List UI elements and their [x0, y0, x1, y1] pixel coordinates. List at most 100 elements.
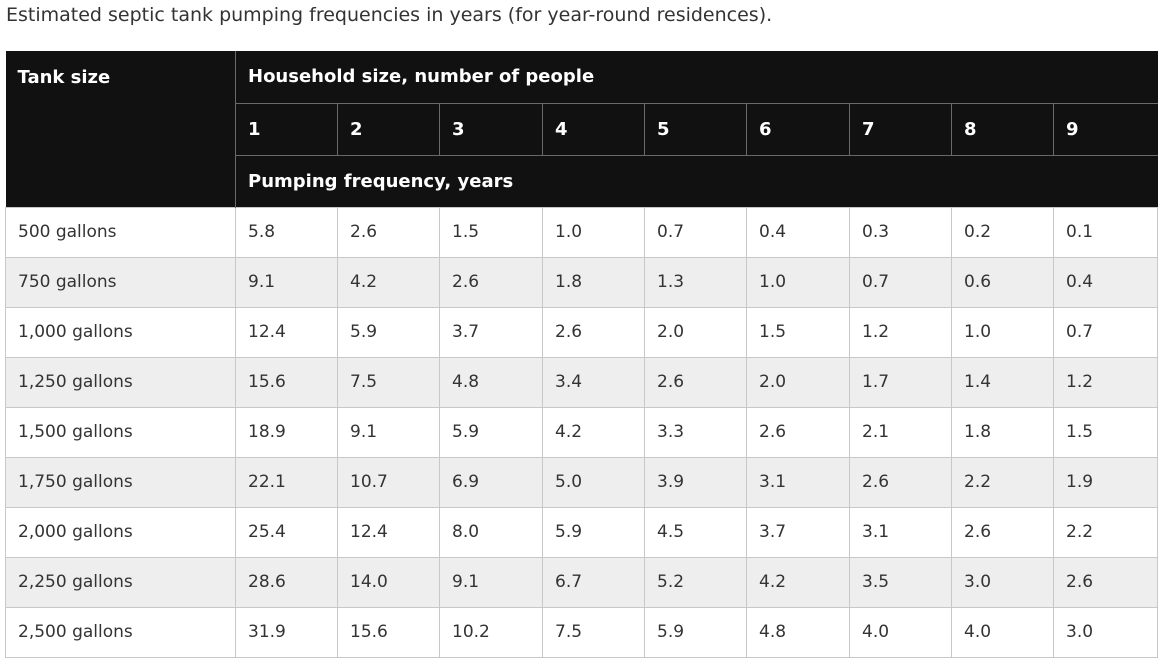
frequency-cell: 9.1: [235, 256, 338, 308]
frequency-cell: 2.2: [951, 456, 1054, 508]
frequency-cell: 12.4: [235, 306, 338, 358]
frequency-cell: 1.0: [542, 206, 645, 258]
household-size-2-header: 2: [337, 102, 440, 155]
frequency-cell: 7.5: [337, 356, 440, 408]
frequency-cell: 6.9: [439, 456, 543, 508]
tank-size-cell: 1,500 gallons: [5, 406, 236, 458]
tank-size-cell: 1,250 gallons: [5, 356, 236, 408]
frequency-cell: 1.8: [542, 256, 645, 308]
frequency-cell: 15.6: [337, 606, 440, 658]
frequency-cell: 5.2: [644, 556, 747, 608]
frequency-cell: 14.0: [337, 556, 440, 608]
frequency-cell: 5.9: [644, 606, 747, 658]
frequency-cell: 28.6: [235, 556, 338, 608]
household-size-7-header: 7: [849, 102, 952, 155]
frequency-cell: 1.2: [1052, 356, 1159, 408]
table-header: Tank size Household size, number of peop…: [5, 51, 1158, 207]
household-size-4-header: 4: [542, 102, 645, 155]
frequency-cell: 1.0: [951, 306, 1054, 358]
frequency-cell: 3.0: [951, 556, 1054, 608]
frequency-cell: 0.4: [1052, 256, 1159, 308]
frequency-cell: 9.1: [439, 556, 543, 608]
pumping-frequency-table: Tank size Household size, number of peop…: [5, 51, 1159, 658]
frequency-cell: 4.2: [337, 256, 440, 308]
frequency-cell: 10.2: [439, 606, 543, 658]
frequency-cell: 5.9: [439, 406, 543, 458]
frequency-cell: 3.7: [746, 506, 850, 558]
frequency-cell: 2.6: [951, 506, 1054, 558]
frequency-cell: 0.1: [1052, 206, 1159, 258]
frequency-cell: 4.8: [746, 606, 850, 658]
frequency-cell: 1.5: [439, 206, 543, 258]
frequency-cell: 25.4: [235, 506, 338, 558]
frequency-cell: 1.5: [746, 306, 850, 358]
frequency-cell: 31.9: [235, 606, 338, 658]
frequency-cell: 4.0: [951, 606, 1054, 658]
tank-size-header: Tank size: [5, 51, 236, 207]
table-row: 1,750 gallons 22.1 10.7 6.9 5.0 3.9 3.1 2.6 2.2 1…: [5, 456, 1159, 508]
frequency-cell: 2.6: [542, 306, 645, 358]
table-row: 1,000 gallons 12.4 5.9 3.7 2.6 2.0 1.5 1.2 1.0 0.…: [5, 306, 1159, 358]
frequency-cell: 4.2: [542, 406, 645, 458]
frequency-cell: 2.6: [644, 356, 747, 408]
frequency-cell: 0.6: [951, 256, 1054, 308]
frequency-cell: 0.2: [951, 206, 1054, 258]
household-size-1-header: 1: [235, 102, 338, 155]
frequency-cell: 12.4: [337, 506, 440, 558]
household-size-3-header: 3: [439, 102, 543, 155]
household-size-header: Household size, number of people: [234, 51, 1158, 103]
header-row-subtitle: Pumping frequency, years: [6, 154, 1158, 207]
frequency-cell: 6.7: [542, 556, 645, 608]
frequency-cell: 2.6: [439, 256, 543, 308]
frequency-cell: 4.5: [644, 506, 747, 558]
frequency-cell: 2.6: [1052, 556, 1159, 608]
frequency-cell: 4.0: [849, 606, 952, 658]
frequency-cell: 2.1: [849, 406, 952, 458]
frequency-cell: 15.6: [235, 356, 338, 408]
tank-size-cell: 2,500 gallons: [5, 606, 236, 658]
frequency-cell: 8.0: [439, 506, 543, 558]
frequency-cell: 22.1: [235, 456, 338, 508]
frequency-cell: 1.5: [1052, 406, 1159, 458]
table-row: 2,000 gallons 25.4 12.4 8.0 5.9 4.5 3.7 3.1 2.6 2…: [5, 506, 1159, 558]
frequency-cell: 3.7: [439, 306, 543, 358]
frequency-cell: 5.9: [542, 506, 645, 558]
frequency-cell: 1.9: [1052, 456, 1159, 508]
header-row-group: Tank size Household size, number of peop…: [5, 51, 1158, 207]
frequency-cell: 2.6: [337, 206, 440, 258]
table-row: 500 gallons 5.8 2.6 1.5 1.0 0.7 0.4 0.3 0.2 0.1: [5, 206, 1159, 258]
frequency-cell: 2.6: [746, 406, 850, 458]
table-row: 1,250 gallons 15.6 7.5 4.8 3.4 2.6 2.0 1.7 1.4 1.…: [5, 356, 1159, 408]
tank-size-cell: 2,000 gallons: [5, 506, 236, 558]
tank-size-cell: 2,250 gallons: [5, 556, 236, 608]
frequency-cell: 1.2: [849, 306, 952, 358]
frequency-cell: 2.0: [644, 306, 747, 358]
tank-size-cell: 500 gallons: [5, 206, 236, 258]
frequency-cell: 3.1: [746, 456, 850, 508]
frequency-cell: 2.2: [1052, 506, 1159, 558]
frequency-cell: 0.7: [1052, 306, 1159, 358]
frequency-cell: 1.4: [951, 356, 1054, 408]
frequency-cell: 5.8: [235, 206, 338, 258]
table-row: 750 gallons 9.1 4.2 2.6 1.8 1.3 1.0 0.7 0.6 0.4: [5, 256, 1159, 308]
frequency-cell: 3.5: [849, 556, 952, 608]
frequency-cell: 5.9: [337, 306, 440, 358]
frequency-cell: 2.0: [746, 356, 850, 408]
frequency-cell: 1.7: [849, 356, 952, 408]
table-body: 500 gallons 5.8 2.6 1.5 1.0 0.7 0.4 0.3 0.2 0.1 75…: [5, 206, 1159, 658]
frequency-cell: 18.9: [235, 406, 338, 458]
frequency-cell: 2.6: [849, 456, 952, 508]
frequency-cell: 3.9: [644, 456, 747, 508]
tank-size-cell: 1,000 gallons: [5, 306, 236, 358]
frequency-cell: 10.7: [337, 456, 440, 508]
frequency-cell: 3.3: [644, 406, 747, 458]
frequency-cell: 0.4: [746, 206, 850, 258]
household-size-8-header: 8: [951, 102, 1054, 155]
table-row: 2,250 gallons 28.6 14.0 9.1 6.7 5.2 4.2 3.5 3.0 2…: [5, 556, 1159, 608]
household-size-6-header: 6: [746, 102, 850, 155]
frequency-cell: 1.3: [644, 256, 747, 308]
frequency-cell: 0.3: [849, 206, 952, 258]
tank-size-cell: 750 gallons: [5, 256, 236, 308]
frequency-cell: 5.0: [542, 456, 645, 508]
